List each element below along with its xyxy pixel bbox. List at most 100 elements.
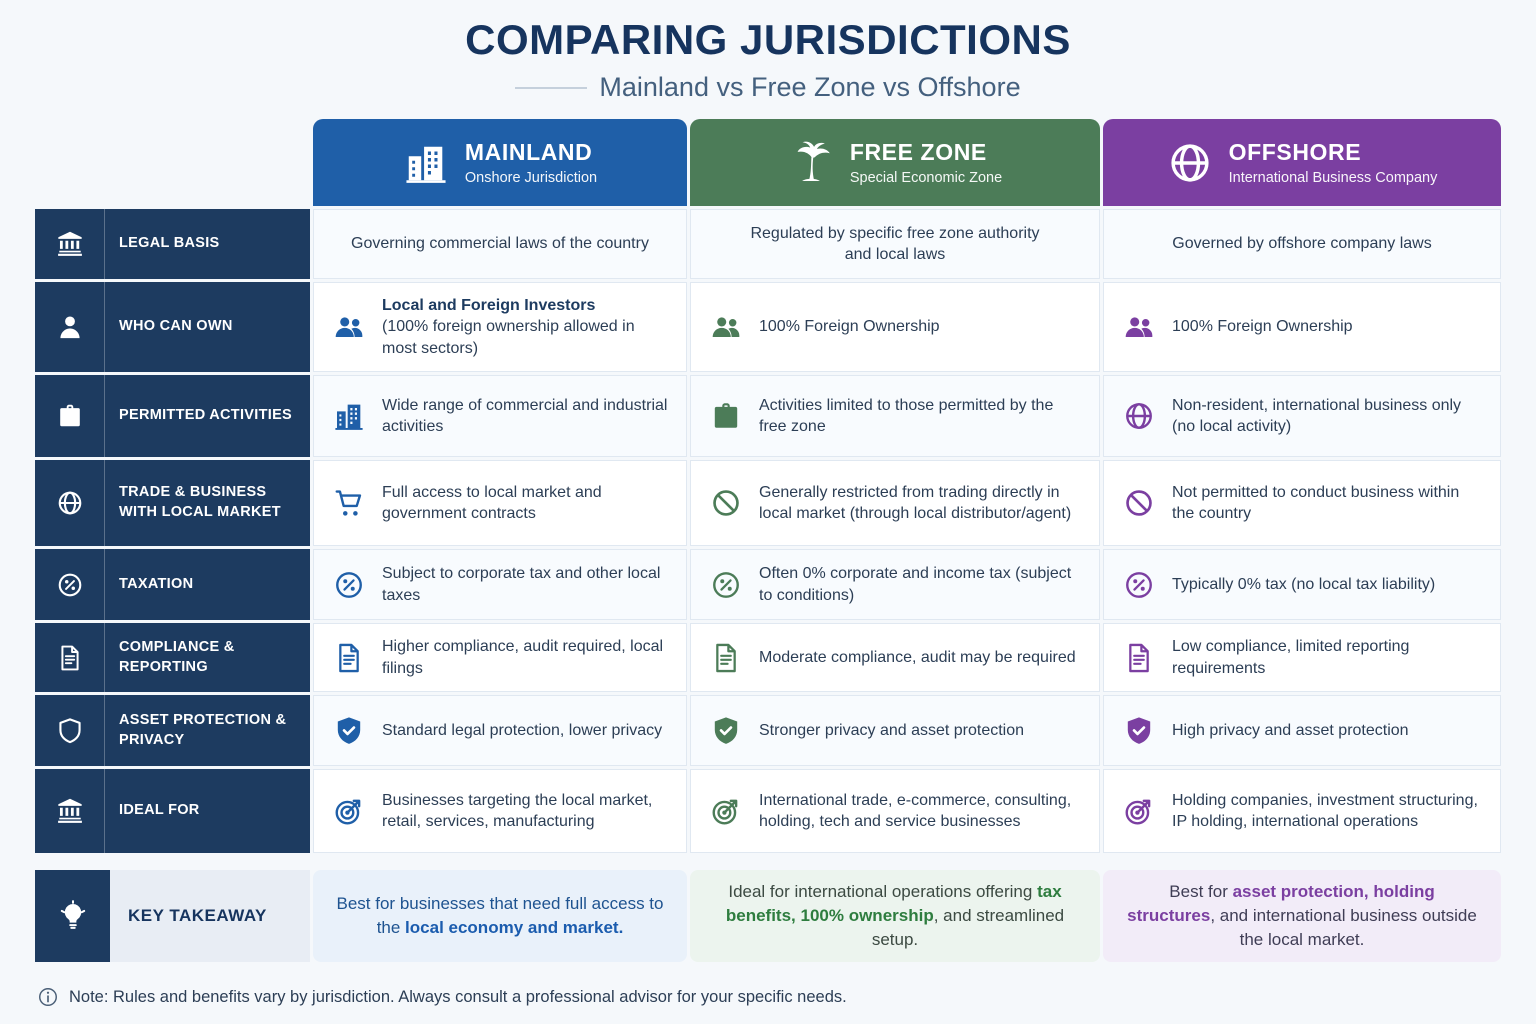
header-cell-offshore: OFFSHORE International Business Company xyxy=(1103,119,1501,206)
row-label: WHO CAN OWN xyxy=(119,318,233,335)
cell-freezone-ideal-for: International trade, e-commerce, consult… xyxy=(690,769,1100,853)
key-takeaway-row: KEY TAKEAWAY Best for businesses that ne… xyxy=(35,870,1501,963)
cell-freezone-who-can-own: 100% Foreign Ownership xyxy=(690,282,1100,372)
takeaway-text: Best for businesses that need full acces… xyxy=(336,894,664,938)
percent-icon xyxy=(35,549,105,620)
cell-offshore-compliance: Low compliance, limited reporting requir… xyxy=(1103,623,1501,692)
footer-note-text: Note: Rules and benefits vary by jurisdi… xyxy=(69,987,847,1006)
person-icon xyxy=(35,282,105,372)
shield-check-icon xyxy=(709,715,743,747)
comparison-table: MAINLAND Onshore Jurisdiction FREE ZONE … xyxy=(35,119,1501,853)
shield-check-icon xyxy=(332,715,366,747)
cell-text: 100% Foreign Ownership xyxy=(759,318,940,336)
shopping-cart-icon xyxy=(332,487,366,519)
cell-freezone-compliance: Moderate compliance, audit may be requir… xyxy=(690,623,1100,692)
column-name: FREE ZONE xyxy=(849,139,987,165)
document-icon xyxy=(332,642,366,674)
key-takeaway-sidebar: KEY TAKEAWAY xyxy=(35,870,310,963)
cell-text: Typically 0% tax (no local tax liability… xyxy=(1172,575,1436,593)
lightbulb-icon xyxy=(35,870,110,963)
cell-mainland-taxation: Subject to corporate tax and other local… xyxy=(313,549,687,620)
cell-offshore-trade: Not permitted to conduct business within… xyxy=(1103,460,1501,546)
cell-text: Standard legal protection, lower privacy xyxy=(382,721,663,739)
sidebar-row-ideal-for: IDEAL FOR xyxy=(35,769,310,853)
briefcase-icon xyxy=(35,375,105,457)
cell-freezone-asset-protection: Stronger privacy and asset protection xyxy=(690,695,1100,766)
cell-offshore-taxation: Typically 0% tax (no local tax liability… xyxy=(1103,549,1501,620)
globe-icon xyxy=(1122,400,1156,432)
target-icon xyxy=(1122,795,1156,827)
briefcase-icon xyxy=(709,400,743,432)
buildings-icon xyxy=(332,400,366,432)
subtitle-divider xyxy=(515,86,588,89)
cell-text: Governing commercial laws of the country xyxy=(351,235,649,253)
page-subtitle-row: Mainland vs Free Zone vs Offshore xyxy=(35,72,1501,103)
cell-freezone-legal-basis: Regulated by specific free zone authorit… xyxy=(690,209,1100,279)
row-label: PERMITTED ACTIVITIES xyxy=(119,407,293,424)
people-icon xyxy=(332,311,366,343)
cell-offshore-who-can-own: 100% Foreign Ownership xyxy=(1103,282,1501,372)
cell-text: Regulated by specific free zone authorit… xyxy=(750,224,1040,263)
cell-text: Businesses targeting the local market, r… xyxy=(382,791,653,830)
palm-tree-icon xyxy=(788,140,834,186)
column-subtitle: Onshore Jurisdiction xyxy=(464,170,598,186)
column-subtitle: Special Economic Zone xyxy=(849,170,1003,186)
sidebar-row-asset-protection: ASSET PROTECTION & PRIVACY xyxy=(35,695,310,766)
takeaway-text: Ideal for international operations offer… xyxy=(725,882,1065,950)
percent-icon xyxy=(332,569,366,601)
cell-text: International trade, e-commerce, consult… xyxy=(759,791,1072,830)
cell-text: Subject to corporate tax and other local… xyxy=(382,565,661,604)
cell-text: Often 0% corporate and income tax (subje… xyxy=(759,565,1072,604)
cell-mainland-permitted-activities: Wide range of commercial and industrial … xyxy=(313,375,687,457)
sidebar-row-compliance: COMPLIANCE & REPORTING xyxy=(35,623,310,692)
cell-offshore-permitted-activities: Non-resident, international business onl… xyxy=(1103,375,1501,457)
target-icon xyxy=(709,795,743,827)
cell-text: Activities limited to those permitted by… xyxy=(759,396,1054,435)
header-cell-freezone: FREE ZONE Special Economic Zone xyxy=(690,119,1100,206)
sidebar-row-legal-basis: LEGAL BASIS xyxy=(35,209,310,279)
cell-offshore-legal-basis: Governed by offshore company laws xyxy=(1103,209,1501,279)
cell-text: Governed by offshore company laws xyxy=(1172,235,1432,253)
sidebar-row-permitted-activities: PERMITTED ACTIVITIES xyxy=(35,375,310,457)
people-icon xyxy=(709,311,743,343)
percent-icon xyxy=(709,569,743,601)
document-icon xyxy=(1122,642,1156,674)
cell-offshore-asset-protection: High privacy and asset protection xyxy=(1103,695,1501,766)
prohibited-icon xyxy=(1122,487,1156,519)
cell-freezone-trade: Generally restricted from trading direct… xyxy=(690,460,1100,546)
shield-check-icon xyxy=(1122,715,1156,747)
takeaway-freezone: Ideal for international operations offer… xyxy=(690,870,1100,963)
info-icon xyxy=(37,986,59,1008)
cell-mainland-trade: Full access to local market and governme… xyxy=(313,460,687,546)
column-name: MAINLAND xyxy=(464,139,593,165)
cell-text: Generally restricted from trading direct… xyxy=(759,483,1072,522)
sidebar-row-who-can-own: WHO CAN OWN xyxy=(35,282,310,372)
globe-icon xyxy=(35,460,105,546)
key-takeaway-label: KEY TAKEAWAY xyxy=(110,870,310,963)
column-name: OFFSHORE xyxy=(1228,139,1362,165)
cell-text: Stronger privacy and asset protection xyxy=(759,721,1025,739)
cell-text: High privacy and asset protection xyxy=(1172,721,1409,739)
target-icon xyxy=(332,795,366,827)
row-label: IDEAL FOR xyxy=(119,802,200,819)
cell-freezone-permitted-activities: Activities limited to those permitted by… xyxy=(690,375,1100,457)
cell-mainland-compliance: Higher compliance, audit required, local… xyxy=(313,623,687,692)
cell-freezone-taxation: Often 0% corporate and income tax (subje… xyxy=(690,549,1100,620)
cell-text: 100% Foreign Ownership xyxy=(1172,318,1353,336)
cell-text: Higher compliance, audit required, local… xyxy=(382,638,664,677)
people-icon xyxy=(1122,311,1156,343)
takeaway-mainland: Best for businesses that need full acces… xyxy=(313,870,687,963)
row-label: ASSET PROTECTION & PRIVACY xyxy=(119,711,287,748)
takeaway-text: Best for asset protection, holding struc… xyxy=(1127,882,1477,950)
row-label: LEGAL BASIS xyxy=(119,235,220,252)
percent-icon xyxy=(1122,569,1156,601)
cell-text: Not permitted to conduct business within… xyxy=(1172,483,1460,522)
shield-icon xyxy=(35,695,105,766)
takeaway-offshore: Best for asset protection, holding struc… xyxy=(1103,870,1501,963)
buildings-icon xyxy=(403,140,449,186)
bank-icon xyxy=(35,769,105,853)
sidebar-row-trade-local-market: TRADE & BUSINESS WITH LOCAL MARKET xyxy=(35,460,310,546)
cell-text: Moderate compliance, audit may be requir… xyxy=(759,648,1076,666)
globe-icon xyxy=(1167,140,1213,186)
cell-mainland-legal-basis: Governing commercial laws of the country xyxy=(313,209,687,279)
